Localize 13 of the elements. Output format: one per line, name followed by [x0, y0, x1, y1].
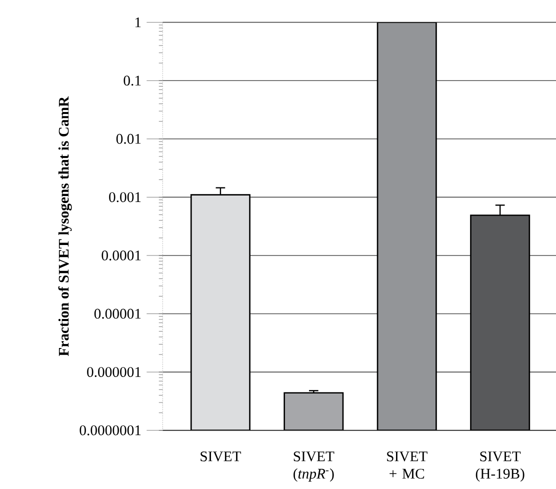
y-tick-label: 0.1 [124, 76, 141, 86]
y-tick-label: 0.0001 [102, 250, 141, 260]
y-tick-label: 0.000001 [87, 367, 141, 378]
y-tick-label: 1 [135, 17, 141, 28]
x-tick-label: SIVET + MC [387, 451, 428, 479]
y-tick-label: 0.00001 [94, 308, 141, 319]
y-tick-label: 0.001 [109, 192, 141, 202]
x-tick-label: SIVET [200, 451, 241, 462]
x-tick-label: SIVET (H-19B) [476, 451, 524, 482]
y-axis-title: Fraction of SIVET lysogens that is CamR [58, 96, 72, 356]
y-tick-label: 0.01 [116, 134, 141, 144]
y-tick-label: 0.0000001 [80, 425, 141, 436]
x-tick-label: SIVET (tnpR$^{-}$) [294, 451, 334, 482]
